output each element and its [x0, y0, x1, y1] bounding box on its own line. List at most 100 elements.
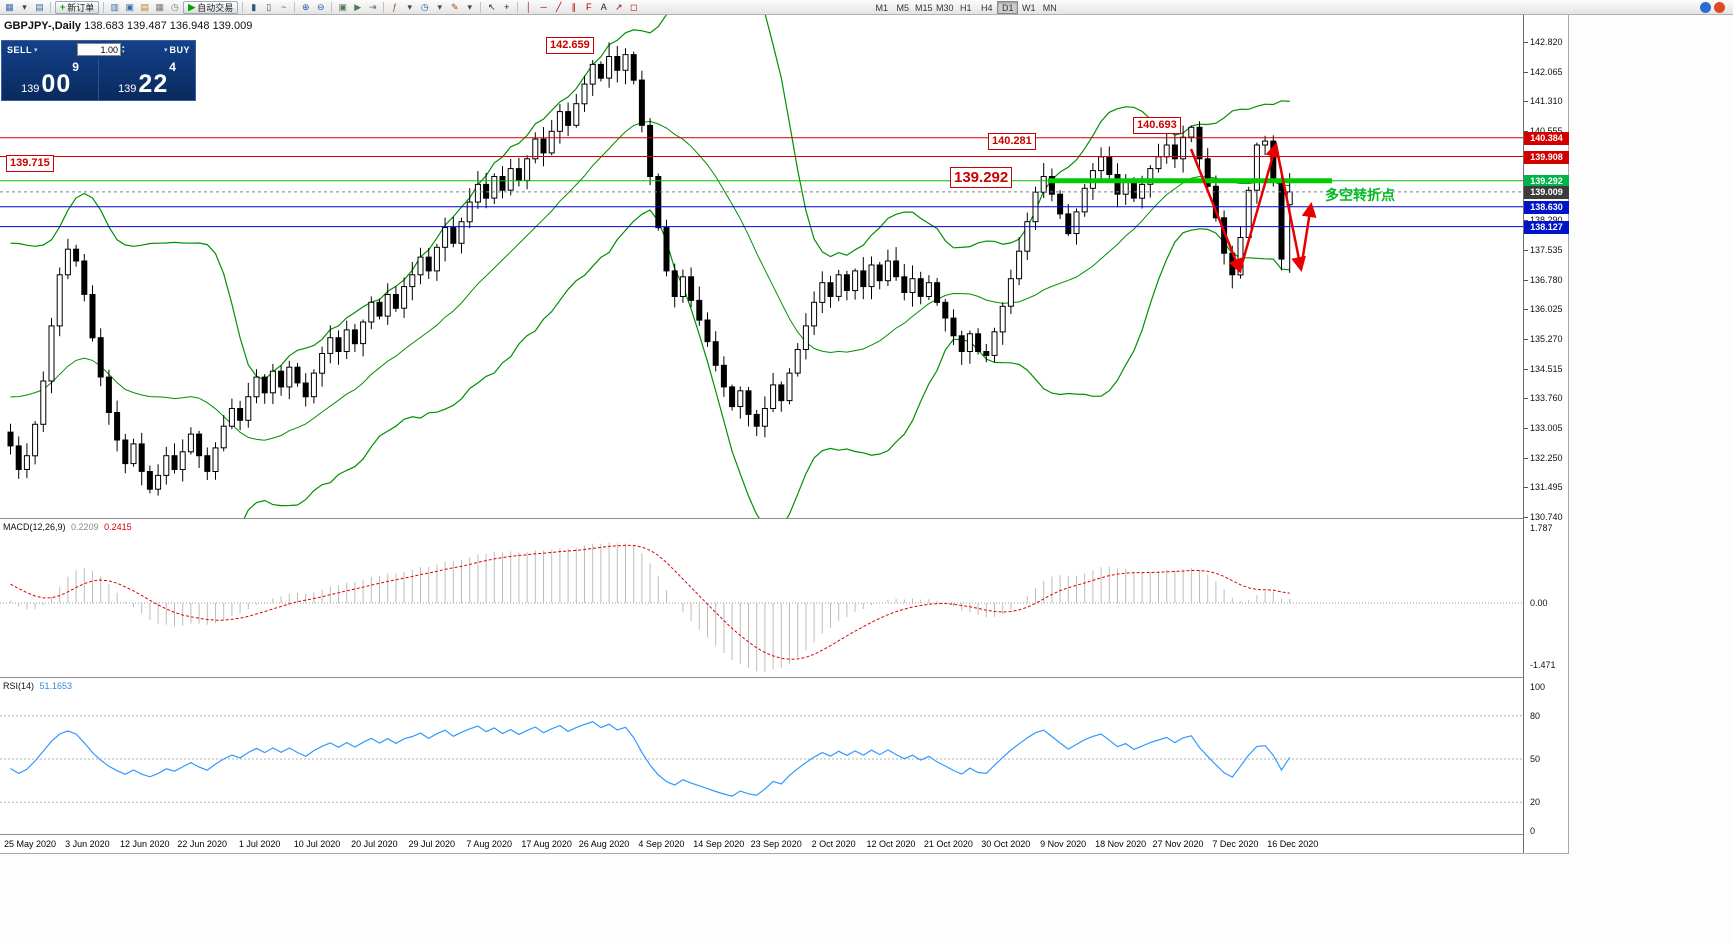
fibonacci-icon[interactable]: F — [585, 1, 592, 12]
profiles-icon[interactable]: ▤ — [35, 1, 44, 12]
macd-name: MACD(12,26,9) — [3, 522, 66, 532]
time-axis-label: 10 Jul 2020 — [293, 839, 341, 849]
timeframe-h1-button[interactable]: H1 — [959, 2, 972, 13]
time-axis-label: 29 Jul 2020 — [408, 839, 456, 849]
data-window-icon[interactable]: ▣ — [125, 1, 135, 12]
vertical-line-icon[interactable]: │ — [525, 1, 532, 12]
price-scale[interactable]: 142.820142.065141.310140.555139.800139.0… — [1523, 15, 1569, 853]
time-axis-label: 9 Nov 2020 — [1040, 839, 1087, 849]
timeframe-d1-button[interactable]: D1 — [997, 0, 1019, 14]
time-axis-label: 30 Oct 2020 — [981, 839, 1031, 849]
bid-price-badge: 139.009 — [1524, 185, 1569, 199]
timeframe-h4-button[interactable]: H4 — [980, 2, 993, 13]
toolbar-separator — [50, 1, 51, 13]
strategy-tester-icon[interactable]: ◷ — [170, 1, 179, 12]
sell-price-button[interactable]: 139 00 9 — [2, 58, 99, 100]
new-chart-icon[interactable]: ▦ — [5, 1, 14, 12]
buy-dropdown-icon[interactable]: ▾ — [163, 46, 168, 54]
zoom-in-icon[interactable]: ⊕ — [301, 1, 310, 12]
terminal-icon[interactable]: ▦ — [155, 1, 165, 12]
channel-icon[interactable]: ∥ — [571, 1, 576, 12]
macd-indicator-label: MACD(12,26,9) 0.2209 0.2415 — [3, 522, 132, 532]
volume-up-icon[interactable]: ▴ — [121, 43, 125, 50]
cursor-icon[interactable]: ↖ — [487, 1, 496, 12]
macd-main-value: 0.2209 — [71, 522, 99, 532]
price-level-badge: 140.384 — [1524, 131, 1569, 145]
shapes-icon[interactable]: ◻ — [629, 1, 638, 12]
symbol-ohlc: 138.683 139.487 136.948 139.009 — [84, 20, 253, 32]
crosshair-icon[interactable]: + — [504, 1, 510, 12]
horizontal-line-icon[interactable]: ─ — [540, 1, 547, 12]
zoom-out-icon[interactable]: ⊖ — [316, 1, 325, 12]
trendline-icon[interactable]: ╱ — [556, 1, 562, 12]
timeframe-mn-button[interactable]: MN — [1042, 2, 1057, 13]
candlestick-chart-icon[interactable]: ▯ — [266, 1, 272, 12]
annotation-high-142-659[interactable]: 142.659 — [546, 37, 594, 54]
price-level-badge: 138.127 — [1524, 220, 1569, 234]
tile-windows-icon[interactable]: ▣ — [338, 1, 347, 12]
annotation-level-140-281[interactable]: 140.281 — [988, 133, 1036, 150]
auto-scroll-icon[interactable]: ▶ — [354, 1, 362, 12]
text-label-icon[interactable]: A — [600, 1, 607, 12]
toolbar-left-group: ▦ ▾ ▤ + 新订单 ▥ ▣ ▤ ▦ ◷ ▶ 自动交易 ▮ ▯ ~ ⊕ ⊖ ▣ ▶ ⇥ ƒ ▾ ◷ ▾ ✎ ▾ ↖ + │ ─ ╱ ∥ F A ↗… — [2, 0, 641, 14]
price-level-badge: 139.908 — [1524, 150, 1569, 164]
news-icon[interactable] — [1714, 1, 1725, 13]
rsi-canvas[interactable] — [0, 678, 1523, 834]
price-tick-mark — [1524, 487, 1528, 489]
time-axis-label: 7 Dec 2020 — [1212, 839, 1259, 849]
annotation-level-139-292[interactable]: 139.292 — [950, 167, 1013, 188]
panel-separator[interactable] — [0, 834, 1568, 835]
bar-chart-icon[interactable]: ▮ — [251, 1, 257, 12]
volume-down-icon[interactable]: ▾ — [121, 48, 125, 55]
macd-canvas[interactable] — [0, 519, 1523, 677]
time-axis[interactable]: 25 May 2020 3 Jun 2020 12 Jun 2020 22 Jun 2… — [0, 835, 1523, 852]
one-click-trading-panel: SELL ▾ ▴ ▾ ▾ BUY 139 00 9 139 22 4 — [1, 40, 196, 101]
chart-window[interactable]: 25 May 2020 3 Jun 2020 12 Jun 2020 22 Jun 2… — [0, 15, 1569, 854]
periods-dropdown-icon[interactable]: ▾ — [437, 1, 442, 12]
rsi-scale-label: 0 — [1530, 826, 1536, 836]
macd-scale-label: 1.787 — [1530, 522, 1553, 533]
market-watch-icon[interactable]: ▥ — [110, 1, 120, 12]
turning-point-label[interactable]: 多空转折点 — [1325, 187, 1395, 203]
panel-separator[interactable] — [0, 677, 1568, 678]
community-icon[interactable] — [1700, 1, 1711, 13]
arrow-object-icon[interactable]: ↗ — [614, 1, 623, 12]
macd-scale-label: 0.00 — [1530, 598, 1548, 608]
main-chart-canvas[interactable] — [0, 15, 1523, 518]
buy-price-point: 4 — [169, 60, 176, 74]
volume-input[interactable] — [76, 43, 121, 56]
price-tick-mark — [1524, 131, 1528, 133]
auto-trading-button[interactable]: ▶ 自动交易 — [183, 0, 239, 14]
sell-button[interactable]: SELL — [7, 44, 33, 55]
annotation-high-140-693[interactable]: 140.693 — [1133, 117, 1181, 134]
buy-price-button[interactable]: 139 22 4 — [99, 58, 195, 100]
trade-panel-prices: 139 00 9 139 22 4 — [2, 58, 195, 100]
template-dropdown-icon[interactable]: ▾ — [467, 1, 472, 12]
toolbar-right-group — [1700, 1, 1725, 13]
price-tick-label: 140.555 — [1530, 126, 1563, 136]
timeframe-w1-button[interactable]: W1 — [1021, 2, 1036, 13]
price-tick-mark — [1524, 338, 1528, 340]
indicators-dropdown-icon[interactable]: ▾ — [407, 1, 412, 12]
line-chart-icon[interactable]: ~ — [281, 1, 287, 12]
periods-icon[interactable]: ◷ — [420, 1, 429, 12]
price-tick-label: 133.760 — [1530, 393, 1563, 404]
chart-shift-icon[interactable]: ⇥ — [368, 1, 377, 12]
trade-panel-header: SELL ▾ ▴ ▾ ▾ BUY — [2, 41, 195, 58]
price-tick-mark — [1524, 249, 1528, 251]
chart-dropdown-icon[interactable]: ▾ — [22, 1, 27, 12]
annotation-level-139-715[interactable]: 139.715 — [6, 155, 54, 172]
panel-separator[interactable] — [0, 518, 1568, 519]
template-icon[interactable]: ✎ — [450, 1, 459, 12]
timeframe-m1-button[interactable]: M1 — [875, 2, 888, 13]
timeframe-m5-button[interactable]: M5 — [896, 2, 909, 13]
timeframe-m30-button[interactable]: M30 — [935, 2, 954, 13]
buy-button[interactable]: BUY — [169, 44, 190, 55]
timeframe-m15-button[interactable]: M15 — [914, 2, 933, 13]
sell-dropdown-icon[interactable]: ▾ — [34, 46, 38, 54]
navigator-icon[interactable]: ▤ — [140, 1, 150, 12]
price-tick-mark — [1524, 428, 1528, 429]
new-order-button[interactable]: + 新订单 — [55, 0, 100, 14]
price-tick-mark — [1524, 101, 1528, 103]
indicators-icon[interactable]: ƒ — [392, 1, 398, 12]
